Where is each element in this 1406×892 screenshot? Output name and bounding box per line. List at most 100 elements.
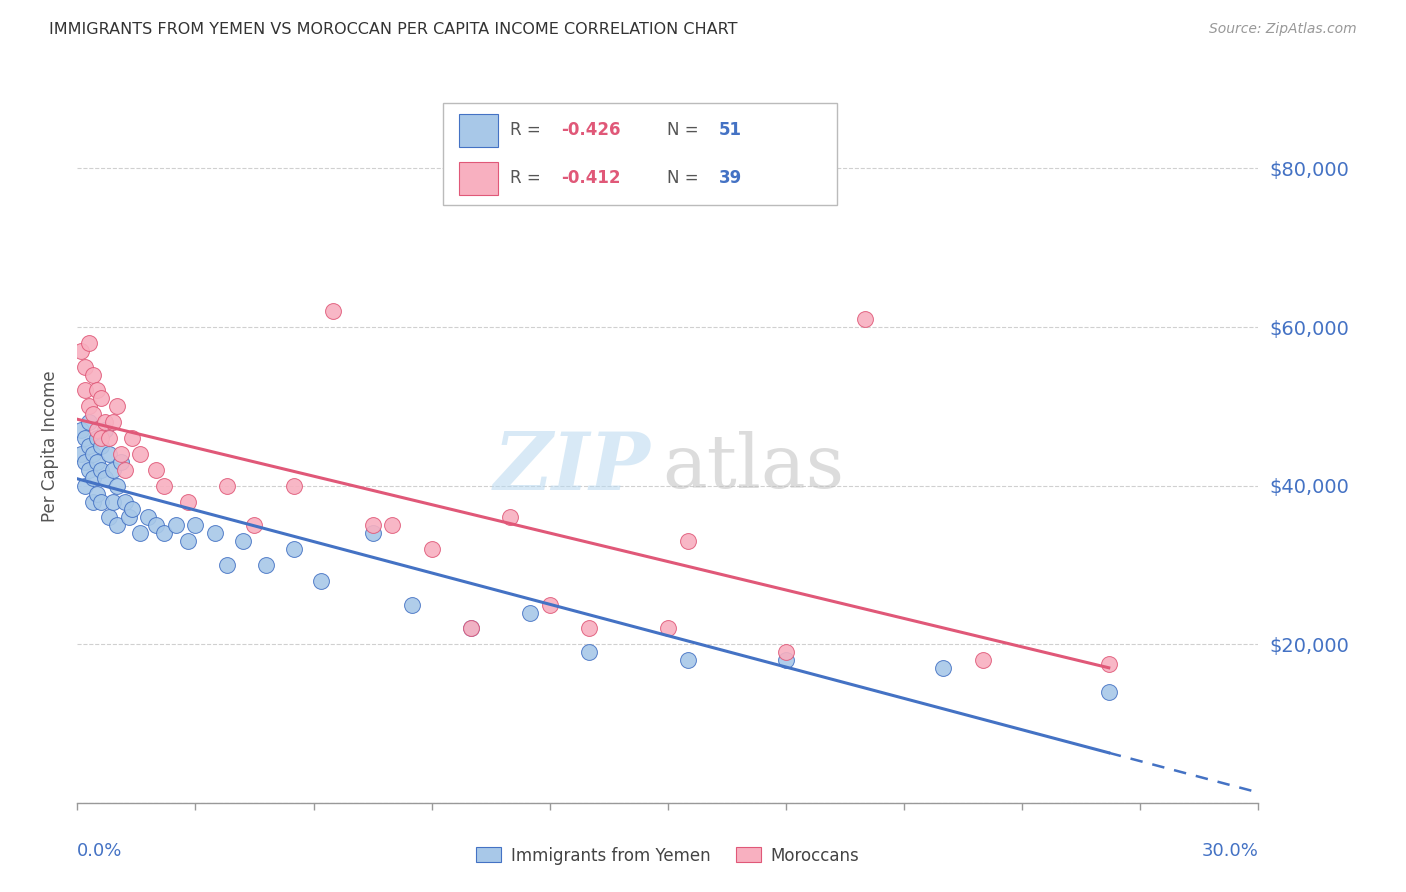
FancyBboxPatch shape (443, 103, 837, 205)
Point (117, 510, 139, 524)
Point (184, 518, 207, 533)
Text: Source: ZipAtlas.com: Source: ZipAtlas.com (1209, 22, 1357, 37)
Bar (458, 114, 498, 146)
Point (94, 471, 117, 485)
Point (101, 494, 124, 508)
Point (1098, 685, 1121, 699)
Point (283, 542, 305, 557)
Text: 51: 51 (718, 121, 741, 139)
Point (110, 447, 132, 461)
Point (97, 510, 120, 524)
Point (972, 653, 994, 667)
Point (75, 384, 97, 398)
Point (94, 415, 117, 429)
Text: ZIP: ZIP (494, 429, 650, 506)
Point (519, 606, 541, 620)
Point (311, 574, 333, 588)
Point (775, 653, 797, 667)
Text: -0.412: -0.412 (561, 169, 620, 187)
Point (165, 518, 187, 533)
Point (153, 478, 176, 492)
Point (361, 526, 384, 541)
Text: 39: 39 (718, 169, 742, 187)
Legend: Immigrants from Yemen, Moroccans: Immigrants from Yemen, Moroccans (468, 838, 868, 873)
Point (136, 510, 159, 524)
Point (121, 502, 143, 516)
Point (101, 415, 124, 429)
Point (86, 431, 108, 445)
Point (283, 478, 305, 492)
Point (145, 463, 167, 477)
Point (114, 463, 136, 477)
Point (121, 431, 143, 445)
Point (90, 392, 112, 406)
Point (176, 534, 198, 549)
Point (538, 598, 561, 612)
Text: -0.426: -0.426 (561, 121, 620, 139)
Point (86, 384, 108, 398)
Point (215, 478, 238, 492)
Point (129, 447, 152, 461)
Point (82, 471, 104, 485)
Point (145, 518, 167, 533)
Point (90, 431, 112, 445)
Text: N =: N = (668, 121, 704, 139)
Point (129, 526, 152, 541)
Point (77, 415, 100, 429)
Point (420, 542, 443, 557)
Text: R =: R = (510, 121, 546, 139)
Text: 0.0%: 0.0% (77, 842, 122, 860)
Point (70, 423, 93, 437)
Point (94, 423, 117, 437)
Point (77, 463, 100, 477)
Point (101, 463, 124, 477)
Bar (458, 162, 498, 194)
Text: atlas: atlas (662, 431, 844, 504)
Point (153, 526, 176, 541)
Text: R =: R = (510, 169, 546, 187)
Point (254, 558, 277, 572)
Point (82, 447, 104, 461)
Point (1098, 657, 1121, 671)
Point (204, 526, 226, 541)
Point (70, 343, 93, 358)
Point (75, 431, 97, 445)
Point (381, 518, 404, 533)
Point (578, 621, 600, 635)
Point (97, 447, 120, 461)
Point (401, 598, 423, 612)
Point (232, 534, 254, 549)
Point (86, 486, 108, 500)
Point (75, 478, 97, 492)
Point (82, 407, 104, 421)
Point (215, 558, 238, 572)
Text: 30.0%: 30.0% (1202, 842, 1258, 860)
Point (114, 494, 136, 508)
Point (110, 455, 132, 469)
Point (460, 621, 482, 635)
Point (105, 400, 128, 414)
Point (676, 653, 699, 667)
Point (657, 621, 679, 635)
Point (77, 335, 100, 350)
Point (105, 518, 128, 533)
Point (932, 661, 955, 675)
Point (90, 463, 112, 477)
Text: IMMIGRANTS FROM YEMEN VS MOROCCAN PER CAPITA INCOME CORRELATION CHART: IMMIGRANTS FROM YEMEN VS MOROCCAN PER CA… (49, 22, 738, 37)
Point (86, 423, 108, 437)
Point (82, 494, 104, 508)
Point (361, 518, 384, 533)
Point (322, 304, 344, 318)
Point (90, 439, 112, 453)
Point (75, 455, 97, 469)
Point (75, 359, 97, 374)
Point (97, 431, 120, 445)
Point (82, 368, 104, 382)
Point (578, 645, 600, 659)
Point (86, 455, 108, 469)
Text: N =: N = (668, 169, 704, 187)
Point (460, 621, 482, 635)
Point (243, 518, 266, 533)
Point (176, 494, 198, 508)
Point (105, 478, 128, 492)
